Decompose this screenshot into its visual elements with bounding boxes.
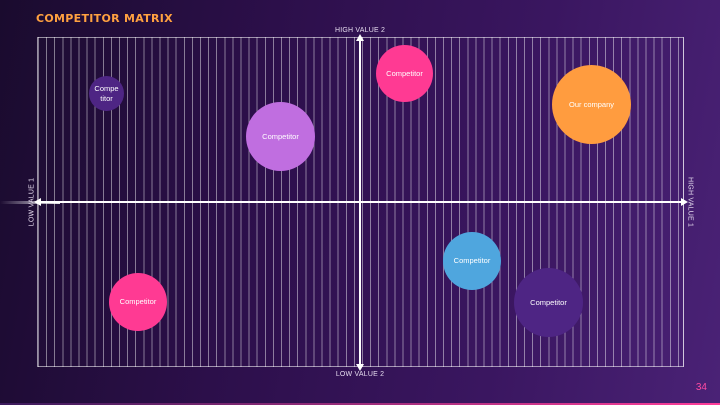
axis-label-low-value-1: LOW VALUE 1 <box>28 177 36 227</box>
competitor-bubble[interactable]: Competitor <box>109 273 167 331</box>
competitor-bubble[interactable]: Competitor <box>514 268 583 337</box>
competitor-bubble[interactable]: Competitor <box>376 45 433 102</box>
axis-label-high-value-2: HIGH VALUE 2 <box>334 27 386 34</box>
bubble-label: Our company <box>568 99 615 109</box>
competitor-bubble[interactable]: Competitor <box>443 232 501 290</box>
bubble-label: Competitor <box>530 297 567 307</box>
horizontal-axis <box>37 201 684 203</box>
arrow-up-icon <box>356 34 364 41</box>
slide-title: COMPETITOR MATRIX <box>36 12 173 25</box>
arrow-left-icon <box>34 198 41 206</box>
axis-label-low-value-2: LOW VALUE 2 <box>335 371 385 378</box>
bubble-label: Competitor <box>453 256 491 266</box>
arrow-down-icon <box>356 364 364 371</box>
our-company-bubble[interactable]: Our company <box>552 65 631 144</box>
bottom-accent-bar <box>0 403 720 405</box>
competitor-bubble[interactable]: Compe titor <box>89 76 124 111</box>
bubble-label: Competitor <box>119 297 157 307</box>
page-number: 34 <box>695 382 707 393</box>
axis-label-high-value-1: HIGH VALUE 1 <box>686 176 694 228</box>
bubble-label: Compe titor <box>94 83 119 103</box>
bubble-label: Competitor <box>386 68 423 78</box>
bubble-label: Competitor <box>262 131 299 141</box>
axis-flare <box>0 201 60 204</box>
competitor-bubble[interactable]: Competitor <box>246 102 315 171</box>
arrow-right-icon <box>681 198 688 206</box>
